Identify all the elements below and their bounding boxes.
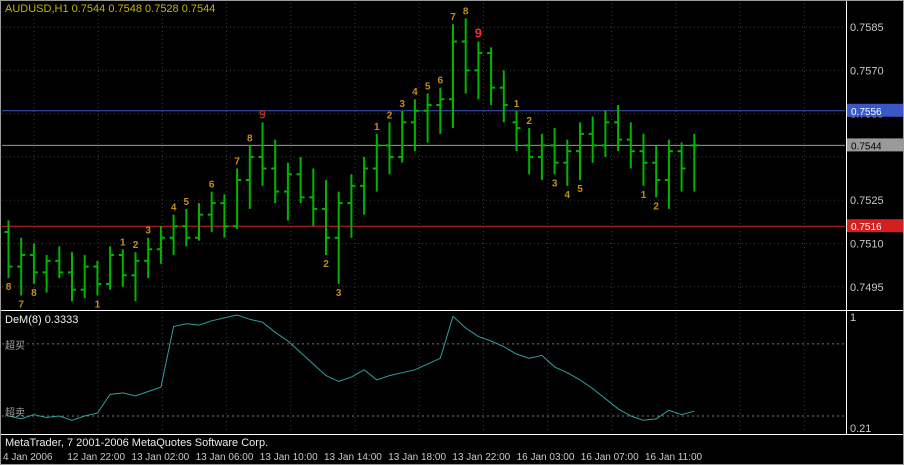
time-label: 16 Jan 11:00 xyxy=(645,452,703,463)
count-annotation: 2 xyxy=(526,116,532,127)
price-tick-label: 0.7525 xyxy=(850,195,884,207)
count-annotation: 4 xyxy=(565,190,571,201)
price-chart-pane[interactable]: 0.75850.75700.75550.75250.75100.74950.75… xyxy=(1,1,904,311)
count-annotation: 3 xyxy=(552,178,558,189)
time-label: 13 Jan 14:00 xyxy=(324,452,382,463)
price-label-box xyxy=(847,138,903,152)
count-annotation: 5 xyxy=(184,197,190,208)
quote-line: AUDUSD,H1 0.7544 0.7548 0.7528 0.7544 xyxy=(5,3,216,15)
count-annotation: 4 xyxy=(171,203,177,214)
count-annotation: 8 xyxy=(6,282,12,293)
time-axis[interactable]: 4 Jan 2006 12 Jan 22:00 13 Jan 02:00 13 Jan… xyxy=(1,451,903,464)
count-annotation: 1 xyxy=(514,99,520,110)
count-annotation: 5 xyxy=(425,81,431,92)
price-tick-label: 0.7510 xyxy=(850,239,884,251)
time-label: 13 Jan 18:00 xyxy=(388,452,447,463)
count-annotation: 7 xyxy=(234,156,240,167)
price-tick-label: 0.7585 xyxy=(850,22,884,34)
count-annotation: 6 xyxy=(209,180,215,191)
count-annotation: 4 xyxy=(412,87,418,98)
overbought-label: 超买 xyxy=(5,341,25,352)
count-annotation: 9 xyxy=(259,107,266,121)
dem-indicator-label: DeM(8) 0.3333 xyxy=(5,314,79,326)
dem-indicator-pane[interactable]: 10.21 xyxy=(1,311,904,435)
time-label: 4 Jan 2006 xyxy=(3,452,53,463)
indicator-max-label: 1 xyxy=(850,312,856,324)
indicator-min-label: 0.21 xyxy=(850,423,871,435)
time-label: 16 Jan 07:00 xyxy=(580,452,639,463)
price-label-text: 0.7516 xyxy=(851,222,882,233)
dem-line xyxy=(8,314,695,421)
time-label: 13 Jan 22:00 xyxy=(452,452,511,463)
time-label: 12 Jan 22:00 xyxy=(67,452,126,463)
time-label: 13 Jan 06:00 xyxy=(195,452,254,463)
count-annotation: 3 xyxy=(336,288,342,299)
count-annotation: 8 xyxy=(31,288,37,299)
time-label: 13 Jan 02:00 xyxy=(131,452,190,463)
price-tick-label: 0.7495 xyxy=(850,282,884,294)
price-label-text: 0.7556 xyxy=(851,107,882,118)
count-annotation: 3 xyxy=(399,99,405,110)
count-annotation: 1 xyxy=(95,299,101,310)
count-annotation: 5 xyxy=(577,184,583,195)
price-label-box xyxy=(847,219,903,233)
count-annotation: 2 xyxy=(653,201,659,212)
count-annotation: 9 xyxy=(475,26,482,41)
count-annotation: 8 xyxy=(463,6,469,17)
status-bar-text: MetaTrader, 7 2001-2006 MetaQuotes Softw… xyxy=(5,437,269,449)
count-annotation: 1 xyxy=(641,190,647,201)
count-annotation: 2 xyxy=(133,240,139,251)
time-label: 13 Jan 10:00 xyxy=(259,452,318,463)
time-label: 16 Jan 03:00 xyxy=(516,452,575,463)
count-annotation: 3 xyxy=(145,226,151,237)
count-annotation: 2 xyxy=(323,259,329,270)
count-annotation: 2 xyxy=(387,110,393,121)
count-annotation: 1 xyxy=(120,237,126,248)
count-annotation: 7 xyxy=(450,12,456,23)
count-annotation: 7 xyxy=(18,299,24,310)
count-annotation: 6 xyxy=(438,76,444,87)
ohlc-bars xyxy=(4,18,699,302)
count-annotation: 1 xyxy=(374,122,380,133)
price-tick-label: 0.7570 xyxy=(850,65,884,77)
price-label-text: 0.7544 xyxy=(851,141,882,152)
oversold-label: 超卖 xyxy=(5,408,25,419)
price-label-box xyxy=(847,103,903,117)
count-annotation: 8 xyxy=(247,133,253,144)
